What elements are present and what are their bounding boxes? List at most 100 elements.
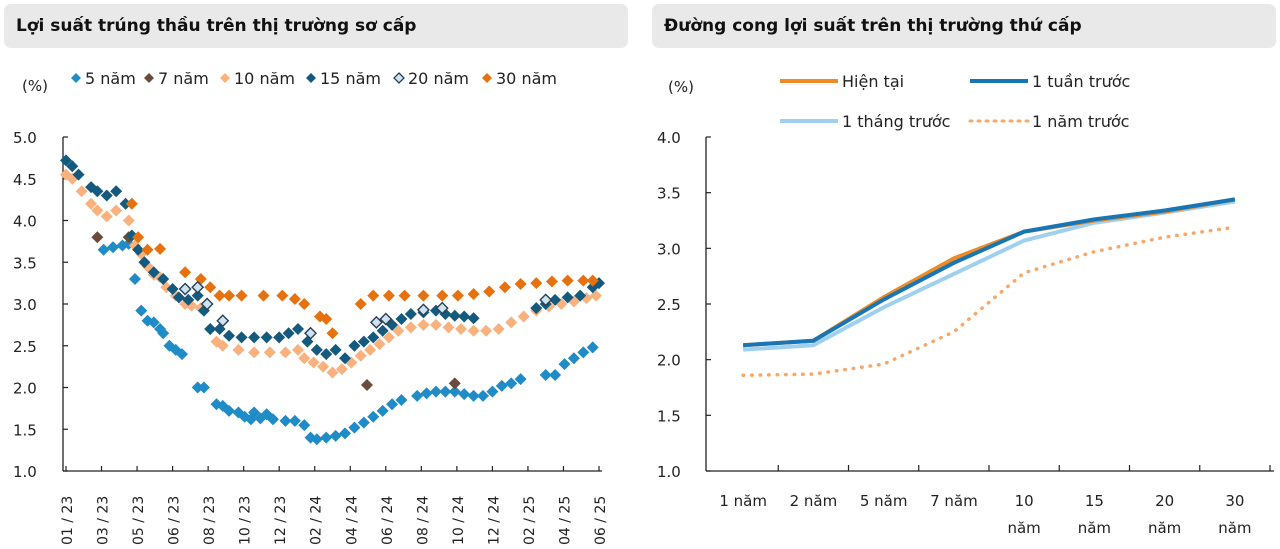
x-tick-label: 10 / 24 xyxy=(451,496,467,545)
data-point xyxy=(204,281,217,294)
data-point xyxy=(586,281,599,294)
data-point xyxy=(179,266,192,279)
data-point xyxy=(329,343,342,356)
data-point xyxy=(288,414,301,427)
x-tick-label: 03 / 23 xyxy=(96,496,112,545)
x-tick-label: 02 / 24 xyxy=(309,496,325,545)
data-point xyxy=(392,324,405,337)
y-tick-label: 2.5 xyxy=(657,296,681,314)
x-tick-label: năm xyxy=(1078,519,1111,537)
legend-label: 30 năm xyxy=(496,69,557,88)
data-point xyxy=(232,343,245,356)
series-5-năm xyxy=(97,237,599,446)
data-point xyxy=(549,368,562,381)
data-point xyxy=(235,289,248,302)
data-point xyxy=(458,310,471,323)
x-tick-label: năm xyxy=(1007,519,1040,537)
series-30-năm xyxy=(125,197,599,340)
data-point xyxy=(72,168,85,181)
data-point xyxy=(360,378,373,391)
data-point xyxy=(197,381,210,394)
data-point xyxy=(467,312,480,325)
data-point xyxy=(495,379,508,392)
legend-item-1-tuần-trước: 1 tuần trước xyxy=(970,72,1130,91)
data-point xyxy=(178,282,192,296)
primary-yield-scatter-chart: (%) 5 năm 7 năm 10 năm 15 năm 20 năm 30 năm 1.0… xyxy=(13,69,609,545)
series-line-Hiện-tại xyxy=(742,197,1236,348)
data-point xyxy=(357,335,370,348)
data-point xyxy=(292,323,305,336)
data-point xyxy=(567,352,580,365)
data-point xyxy=(66,160,79,173)
yield-curve-line-chart: (%) Hiện tại 1 tuần trước 1 tháng trước 1 nă… xyxy=(657,72,1274,537)
y-tick-label: 5.0 xyxy=(13,129,37,147)
data-point xyxy=(200,297,214,311)
data-point xyxy=(379,312,393,326)
data-point xyxy=(216,339,229,352)
data-point xyxy=(292,343,305,356)
data-point xyxy=(273,331,286,344)
x-tick-label: 08 / 24 xyxy=(415,496,431,545)
data-point xyxy=(505,316,518,329)
data-point xyxy=(530,277,543,290)
data-point xyxy=(417,289,430,302)
y-tick-label: 3.0 xyxy=(13,296,37,314)
data-point xyxy=(135,304,148,317)
data-point xyxy=(448,377,461,390)
data-point xyxy=(185,299,198,312)
y-tick-label: 4.5 xyxy=(13,171,37,189)
data-point xyxy=(147,316,160,329)
data-point xyxy=(110,204,123,217)
data-point xyxy=(442,321,455,334)
legend-label: 20 năm xyxy=(408,69,469,88)
series-line-1-tháng-trước xyxy=(742,199,1236,352)
x-tick-label: 06 / 25 xyxy=(593,496,609,545)
x-tick-label: 15 xyxy=(1085,492,1104,510)
legend-marker xyxy=(306,73,316,83)
data-point xyxy=(429,318,442,331)
x-tick-label: 04 / 25 xyxy=(557,496,573,545)
legend-item-5-năm: 5 năm xyxy=(71,69,136,88)
legend-label: 1 tháng trước xyxy=(842,112,950,131)
data-point xyxy=(335,363,348,376)
legend-item-20-năm: 20 năm xyxy=(393,69,469,88)
legend-item-Hiện-tại: Hiện tại xyxy=(780,72,904,91)
data-point xyxy=(166,282,179,295)
x-tick-label: 12 / 23 xyxy=(273,496,289,545)
legend-label: Hiện tại xyxy=(842,72,904,91)
data-point xyxy=(339,352,352,365)
data-point xyxy=(348,339,361,352)
data-point xyxy=(395,394,408,407)
data-point xyxy=(586,274,599,287)
legend-item-15-năm: 15 năm xyxy=(306,69,381,88)
data-point xyxy=(357,416,370,429)
x-tick-label: 10 / 23 xyxy=(238,496,254,545)
data-point xyxy=(476,389,489,402)
data-point xyxy=(298,298,311,310)
data-point xyxy=(204,323,217,336)
data-point xyxy=(147,266,160,279)
data-point xyxy=(276,289,289,302)
y-tick-label: 1.0 xyxy=(657,463,681,481)
x-tick-label: 04 / 24 xyxy=(344,496,360,545)
y-tick-label: 1.5 xyxy=(657,407,681,425)
data-point xyxy=(435,301,449,315)
data-point xyxy=(298,352,311,365)
data-point xyxy=(574,289,587,302)
data-point xyxy=(451,289,464,302)
legend-marker xyxy=(220,73,230,83)
legend-item-7-năm: 7 năm xyxy=(144,69,209,88)
data-point xyxy=(138,256,151,269)
data-point xyxy=(91,185,104,198)
data-point xyxy=(354,298,367,310)
data-point xyxy=(514,373,527,386)
x-tick-label: 1 năm xyxy=(719,492,767,510)
data-point xyxy=(263,346,276,359)
legend-label: 7 năm xyxy=(158,69,209,88)
data-point xyxy=(411,389,424,402)
legend-marker xyxy=(482,73,492,83)
data-point xyxy=(398,289,411,302)
x-tick-label: 06 / 24 xyxy=(380,496,396,545)
x-tick-label: 2 năm xyxy=(790,492,838,510)
data-point xyxy=(545,275,558,288)
